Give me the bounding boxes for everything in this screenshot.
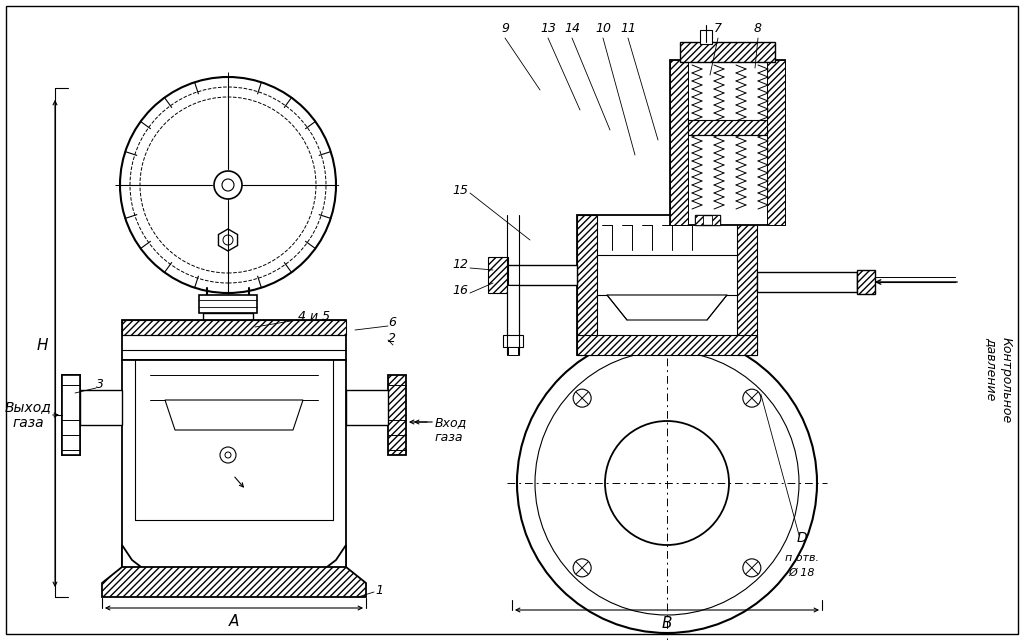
Text: 7: 7 xyxy=(714,22,722,35)
Bar xyxy=(767,60,785,225)
Text: 12: 12 xyxy=(452,259,468,271)
Bar xyxy=(695,215,720,225)
Text: 3: 3 xyxy=(96,378,104,392)
Bar xyxy=(503,265,577,285)
Circle shape xyxy=(742,389,761,407)
Circle shape xyxy=(573,559,591,577)
Bar xyxy=(199,295,257,313)
Text: Вход
газа: Вход газа xyxy=(435,416,467,444)
Polygon shape xyxy=(122,545,346,575)
Text: 1: 1 xyxy=(375,584,383,596)
Text: 11: 11 xyxy=(620,22,636,35)
Bar xyxy=(695,215,703,225)
Text: 9: 9 xyxy=(501,22,509,35)
Circle shape xyxy=(573,389,591,407)
Bar xyxy=(577,215,597,355)
Circle shape xyxy=(220,447,236,463)
Bar xyxy=(670,60,785,225)
Text: 2: 2 xyxy=(388,332,396,344)
Bar xyxy=(688,120,767,135)
Polygon shape xyxy=(62,375,80,455)
Text: 8: 8 xyxy=(754,22,762,35)
Bar xyxy=(122,360,346,575)
Polygon shape xyxy=(165,400,303,430)
Circle shape xyxy=(222,179,234,191)
Text: 14: 14 xyxy=(564,22,580,35)
Bar xyxy=(577,215,757,355)
Text: 6: 6 xyxy=(388,317,396,330)
Bar xyxy=(857,270,874,294)
Bar xyxy=(80,390,122,425)
Bar xyxy=(680,42,775,62)
Polygon shape xyxy=(607,295,727,320)
Bar xyxy=(670,60,688,225)
Circle shape xyxy=(742,559,761,577)
Circle shape xyxy=(130,87,326,283)
Circle shape xyxy=(225,452,231,458)
Bar xyxy=(122,320,346,335)
Text: 4 и 5: 4 и 5 xyxy=(298,310,330,323)
Text: H: H xyxy=(36,337,48,353)
Text: Ø 18: Ø 18 xyxy=(788,568,815,578)
Bar xyxy=(62,375,80,455)
Text: B: B xyxy=(662,616,672,632)
Bar xyxy=(737,215,757,355)
Circle shape xyxy=(517,333,817,633)
Text: 13: 13 xyxy=(540,22,556,35)
Circle shape xyxy=(605,421,729,545)
Circle shape xyxy=(214,171,242,199)
Text: 16: 16 xyxy=(452,284,468,296)
Circle shape xyxy=(223,235,233,245)
Bar xyxy=(503,335,523,347)
Text: 10: 10 xyxy=(595,22,611,35)
Bar xyxy=(700,30,712,44)
Circle shape xyxy=(120,77,336,293)
Bar xyxy=(757,272,857,292)
Bar xyxy=(203,313,253,321)
Text: D: D xyxy=(797,531,807,545)
Bar xyxy=(577,335,757,355)
Bar xyxy=(346,390,388,425)
Polygon shape xyxy=(388,375,406,455)
Bar xyxy=(712,215,720,225)
Polygon shape xyxy=(218,229,238,251)
Text: Выход
газа: Выход газа xyxy=(4,400,51,430)
Text: п отв.: п отв. xyxy=(785,553,819,563)
Bar xyxy=(508,347,518,355)
Bar xyxy=(122,320,346,360)
Bar xyxy=(507,285,519,345)
Bar xyxy=(488,257,508,293)
Circle shape xyxy=(535,351,799,615)
Polygon shape xyxy=(102,567,366,597)
Text: Контрольное
давление: Контрольное давление xyxy=(985,337,1013,423)
Circle shape xyxy=(140,97,316,273)
Text: 15: 15 xyxy=(452,184,468,196)
Text: A: A xyxy=(228,614,240,630)
